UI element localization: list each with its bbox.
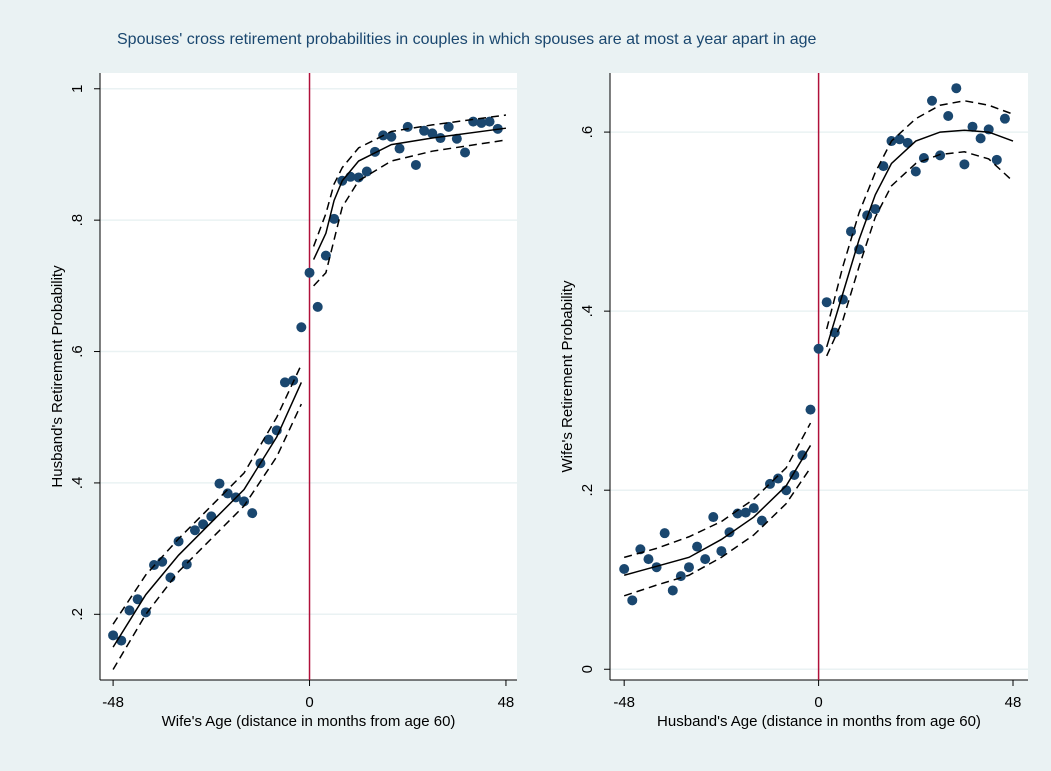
data-point [419, 125, 430, 136]
data-point [651, 562, 662, 573]
data-point [975, 133, 986, 144]
data-point [353, 172, 364, 183]
plot-area [100, 73, 517, 680]
y-axis-label: Wife's Retirement Probability [559, 280, 576, 473]
data-point [619, 563, 630, 574]
x-tick-label: -48 [102, 694, 124, 711]
x-tick-label: 0 [305, 694, 313, 711]
data-point [675, 571, 686, 582]
data-point [894, 134, 905, 145]
y-tick-label: .6 [69, 345, 86, 358]
data-point [124, 605, 135, 616]
data-point [320, 250, 331, 261]
data-point [732, 508, 743, 519]
y-tick-label: .4 [69, 477, 86, 490]
data-point [214, 478, 225, 489]
data-point [451, 133, 462, 144]
data-point [918, 153, 929, 164]
y-tick-label: 0 [579, 665, 596, 673]
data-point [692, 541, 703, 552]
data-point [999, 113, 1010, 124]
data-point [967, 121, 978, 132]
data-point [951, 83, 962, 94]
data-point [845, 226, 856, 237]
confidence-line [623, 151, 1014, 597]
x-tick-label: 48 [498, 694, 515, 711]
fit-line [623, 129, 1014, 576]
data-point [959, 159, 970, 170]
data-point [910, 166, 921, 177]
data-point [402, 121, 413, 132]
y-tick-label: .6 [579, 126, 596, 139]
data-point [279, 377, 290, 388]
data-point [484, 116, 495, 127]
data-point [773, 473, 784, 484]
data-point [410, 159, 421, 170]
data-point [902, 137, 913, 148]
data-point [667, 585, 678, 596]
data-point [927, 95, 938, 106]
y-tick-label: .8 [69, 214, 86, 227]
data-point [206, 511, 217, 522]
data-point [198, 519, 209, 530]
data-point [870, 204, 881, 215]
data-point [708, 512, 719, 523]
data-point [443, 121, 454, 132]
data-point [296, 322, 307, 333]
data-point [312, 301, 323, 312]
y-tick-label: 1 [69, 85, 86, 93]
y-tick-label: .4 [579, 305, 596, 318]
data-point [756, 515, 767, 526]
x-tick-label: -48 [613, 694, 635, 711]
data-point [386, 131, 397, 142]
x-axis-label: Husband's Age (distance in months from a… [657, 713, 981, 730]
data-point [700, 554, 711, 565]
data-point [683, 562, 694, 573]
data-point [991, 154, 1002, 165]
data-point [173, 536, 184, 547]
data-point [361, 166, 372, 177]
data-point [189, 525, 200, 536]
data-point [460, 147, 471, 158]
data-point [821, 297, 832, 308]
data-point [748, 503, 759, 514]
data-point [304, 267, 315, 278]
data-point [805, 404, 816, 415]
y-tick-label: .2 [579, 484, 596, 497]
data-point [643, 554, 654, 565]
data-point [263, 434, 274, 445]
data-point [935, 150, 946, 161]
data-point [427, 128, 438, 139]
data-point [943, 110, 954, 121]
data-point [394, 143, 405, 154]
x-tick-label: 48 [1005, 694, 1022, 711]
data-point [329, 213, 340, 224]
data-point [108, 630, 119, 641]
data-point [476, 117, 487, 128]
data-point [740, 507, 751, 518]
data-point [222, 488, 233, 499]
data-point [813, 343, 824, 354]
x-tick-label: 0 [814, 694, 822, 711]
data-point [659, 528, 670, 539]
y-tick-label: .2 [69, 608, 86, 621]
data-point [157, 556, 168, 567]
data-point [716, 546, 727, 557]
data-point [435, 133, 446, 144]
data-point [247, 508, 258, 519]
data-point [132, 594, 143, 605]
confidence-line [112, 139, 507, 670]
figure-title: Spouses' cross retirement probabilities … [117, 31, 817, 48]
data-point [878, 161, 889, 172]
confidence-line [112, 114, 507, 625]
x-axis-label: Wife's Age (distance in months from age … [162, 713, 456, 730]
data-point [627, 595, 638, 606]
data-point [239, 496, 250, 507]
data-point [797, 450, 808, 461]
y-axis-label: Husband's Retirement Probability [49, 265, 66, 488]
confidence-line [623, 99, 1014, 559]
fit-line [112, 127, 507, 648]
